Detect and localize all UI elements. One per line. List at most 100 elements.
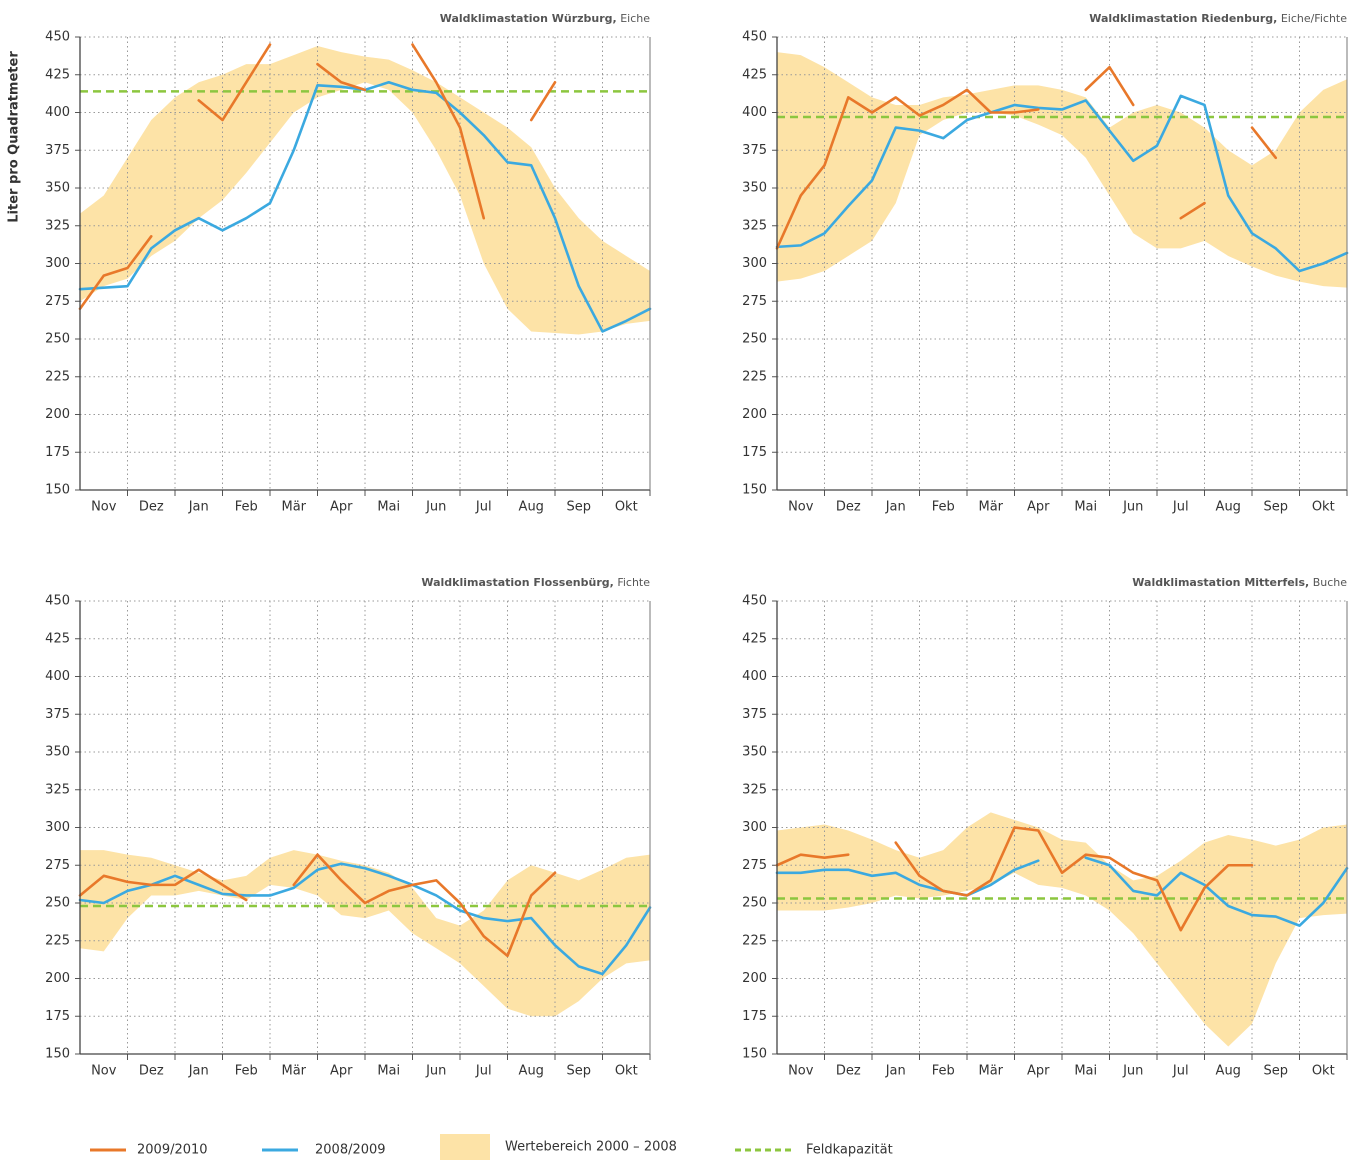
- x-tick-label: Okt: [615, 500, 638, 515]
- y-tick-label: 325: [742, 782, 767, 797]
- title-species: Fichte: [617, 576, 650, 589]
- x-tick-label: Mär: [281, 500, 306, 515]
- x-tick-label: Mai: [377, 1064, 400, 1079]
- y-tick-label: 250: [742, 332, 767, 347]
- y-tick-label: 225: [45, 369, 70, 384]
- x-tick-label: Okt: [1312, 500, 1335, 515]
- y-tick-label: 150: [742, 1047, 767, 1062]
- x-tick-label: Jan: [885, 1064, 906, 1079]
- y-tick-label: 425: [45, 67, 70, 82]
- x-tick-label: Dez: [836, 500, 861, 515]
- x-tick-label: Mai: [1074, 500, 1097, 515]
- series-line: [78, 853, 557, 958]
- title-species: Buche: [1313, 576, 1348, 589]
- y-tick-label: 300: [45, 820, 70, 835]
- x-tick-label: Jul: [475, 500, 492, 515]
- y-tick-label: 400: [742, 105, 767, 120]
- x-tick-label: Sep: [1263, 500, 1288, 515]
- y-axis-label: Liter pro Quadratmeter: [7, 51, 22, 223]
- x-tick-label: Jan: [188, 500, 209, 515]
- y-tick-label: 275: [45, 294, 70, 309]
- x-tick-label: Jun: [425, 500, 446, 515]
- y-tick-label: 275: [45, 858, 70, 873]
- x-tick-label: Mär: [281, 1064, 306, 1079]
- y-tick-label: 400: [45, 669, 70, 684]
- y-tick-label: 325: [742, 218, 767, 233]
- y-tick-label: 450: [742, 30, 767, 45]
- y-tick-label: 375: [45, 707, 70, 722]
- panel-title: Waldklimastation Mitterfels, Buche: [1132, 576, 1347, 589]
- y-tick-label: 150: [45, 1047, 70, 1062]
- y-tick-label: 350: [742, 181, 767, 196]
- panel: 150 175 200 225 250 275 300 325 350 375 400 425 450 N…: [742, 576, 1349, 1079]
- legend-label: Wertebereich 2000 – 2008: [505, 1140, 677, 1155]
- x-tick-label: Dez: [139, 500, 164, 515]
- panel-title: Waldklimastation Flossenbürg, Fichte: [421, 576, 650, 589]
- y-tick-label: 450: [45, 594, 70, 609]
- x-tick-label: Nov: [91, 1064, 117, 1079]
- y-tick-label: 300: [45, 256, 70, 271]
- y-tick-label: 175: [742, 1009, 767, 1024]
- y-tick-label: 200: [45, 407, 70, 422]
- y-tick-label: 375: [45, 143, 70, 158]
- y-tick-label: 350: [45, 181, 70, 196]
- y-tick-label: 225: [45, 933, 70, 948]
- series-line: [775, 856, 1349, 927]
- y-tick-label: 200: [742, 971, 767, 986]
- x-tick-label: Feb: [235, 500, 258, 515]
- title-station: Waldklimastation Würzburg,: [440, 12, 617, 25]
- x-tick-label: Jul: [475, 1064, 492, 1079]
- range-band: [777, 812, 1347, 1047]
- x-tick-label: Sep: [1263, 1064, 1288, 1079]
- y-tick-label: 275: [742, 294, 767, 309]
- title-station: Waldklimastation Flossenbürg,: [421, 576, 613, 589]
- y-tick-label: 425: [742, 631, 767, 646]
- y-tick-label: 250: [45, 332, 70, 347]
- y-tick-label: 275: [742, 858, 767, 873]
- x-tick-label: Mär: [978, 1064, 1003, 1079]
- y-tick-label: 175: [45, 1009, 70, 1024]
- x-tick-label: Mai: [377, 500, 400, 515]
- legend-label: Feldkapazität: [806, 1143, 893, 1158]
- x-tick-label: Apr: [1027, 500, 1050, 515]
- legend-label: 2008/2009: [315, 1143, 386, 1158]
- legend-swatch: [440, 1134, 490, 1160]
- title-station: Waldklimastation Riedenburg,: [1089, 12, 1277, 25]
- x-tick-label: Dez: [139, 1064, 164, 1079]
- x-tick-label: Mär: [978, 500, 1003, 515]
- y-tick-label: 400: [742, 669, 767, 684]
- x-tick-label: Okt: [615, 1064, 638, 1079]
- x-tick-label: Apr: [330, 500, 353, 515]
- panel: 150 175 200 225 250 275 300 325 350 375 400 425 450 N…: [742, 12, 1349, 515]
- y-tick-label: 300: [742, 820, 767, 835]
- x-tick-label: Dez: [836, 1064, 861, 1079]
- y-tick-label: 250: [45, 896, 70, 911]
- legend: 2009/2010 2008/2009 Wertebereich 2000 – 20…: [90, 1134, 893, 1160]
- x-tick-label: Feb: [235, 1064, 258, 1079]
- range-band: [777, 52, 1347, 288]
- x-tick-label: Feb: [932, 500, 955, 515]
- x-tick-label: Mai: [1074, 1064, 1097, 1079]
- y-tick-label: 325: [45, 218, 70, 233]
- y-tick-label: 300: [742, 256, 767, 271]
- y-tick-label: 400: [45, 105, 70, 120]
- y-tick-label: 375: [742, 143, 767, 158]
- x-tick-label: Feb: [932, 1064, 955, 1079]
- x-tick-label: Aug: [519, 1064, 544, 1079]
- y-tick-label: 425: [45, 631, 70, 646]
- y-tick-label: 175: [742, 445, 767, 460]
- x-tick-label: Jun: [1122, 1064, 1143, 1079]
- series-line: [775, 94, 1349, 273]
- y-tick-label: 325: [45, 782, 70, 797]
- y-tick-label: 250: [742, 896, 767, 911]
- panel-title: Waldklimastation Würzburg, Eiche: [440, 12, 651, 25]
- y-tick-label: 450: [742, 594, 767, 609]
- title-station: Waldklimastation Mitterfels,: [1132, 576, 1309, 589]
- y-tick-label: 225: [742, 369, 767, 384]
- legend-label: 2009/2010: [137, 1143, 208, 1158]
- panel: 150 175 200 225 250 275 300 325 350 375 400 425 450 N…: [45, 576, 652, 1079]
- x-tick-label: Sep: [566, 1064, 591, 1079]
- x-tick-label: Jul: [1172, 500, 1189, 515]
- range-band: [80, 850, 650, 1017]
- panel-title: Waldklimastation Riedenburg, Eiche/Ficht…: [1089, 12, 1347, 25]
